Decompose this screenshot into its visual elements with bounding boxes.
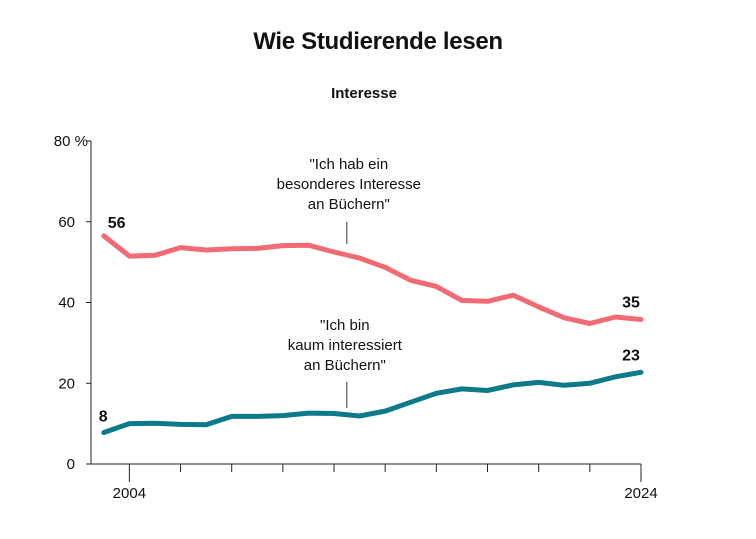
series-annotation-line: kaum interessiert bbox=[288, 337, 403, 354]
y-tick-label: 0 bbox=[67, 456, 75, 473]
series-annotation-line: besonderes Interesse bbox=[277, 176, 421, 193]
series-annotation-line: "Ich hab ein bbox=[309, 156, 388, 173]
series-annotation-line: an Büchern" bbox=[304, 357, 386, 374]
y-tick-label: 20 bbox=[58, 375, 75, 392]
y-tick-label: 60 bbox=[58, 214, 75, 231]
series-end-label: 23 bbox=[622, 347, 640, 364]
series-start-label: 56 bbox=[108, 215, 126, 232]
x-tick-label: 2004 bbox=[113, 485, 146, 502]
chart-title: Wie Studierende lesen bbox=[253, 28, 503, 55]
series-end-label: 35 bbox=[622, 294, 640, 311]
y-tick-label: 80 % bbox=[54, 133, 88, 150]
series-annotation-line: an Büchern" bbox=[308, 196, 390, 213]
series-start-label: 8 bbox=[99, 409, 108, 426]
y-tick-label: 40 bbox=[58, 295, 75, 312]
series-annotation-line: "Ich bin bbox=[320, 317, 370, 334]
series-line-interested bbox=[101, 233, 644, 326]
series-line-not-interested bbox=[101, 369, 644, 435]
x-tick-label: 2024 bbox=[624, 485, 657, 502]
chart-subtitle: Interesse bbox=[331, 85, 397, 102]
